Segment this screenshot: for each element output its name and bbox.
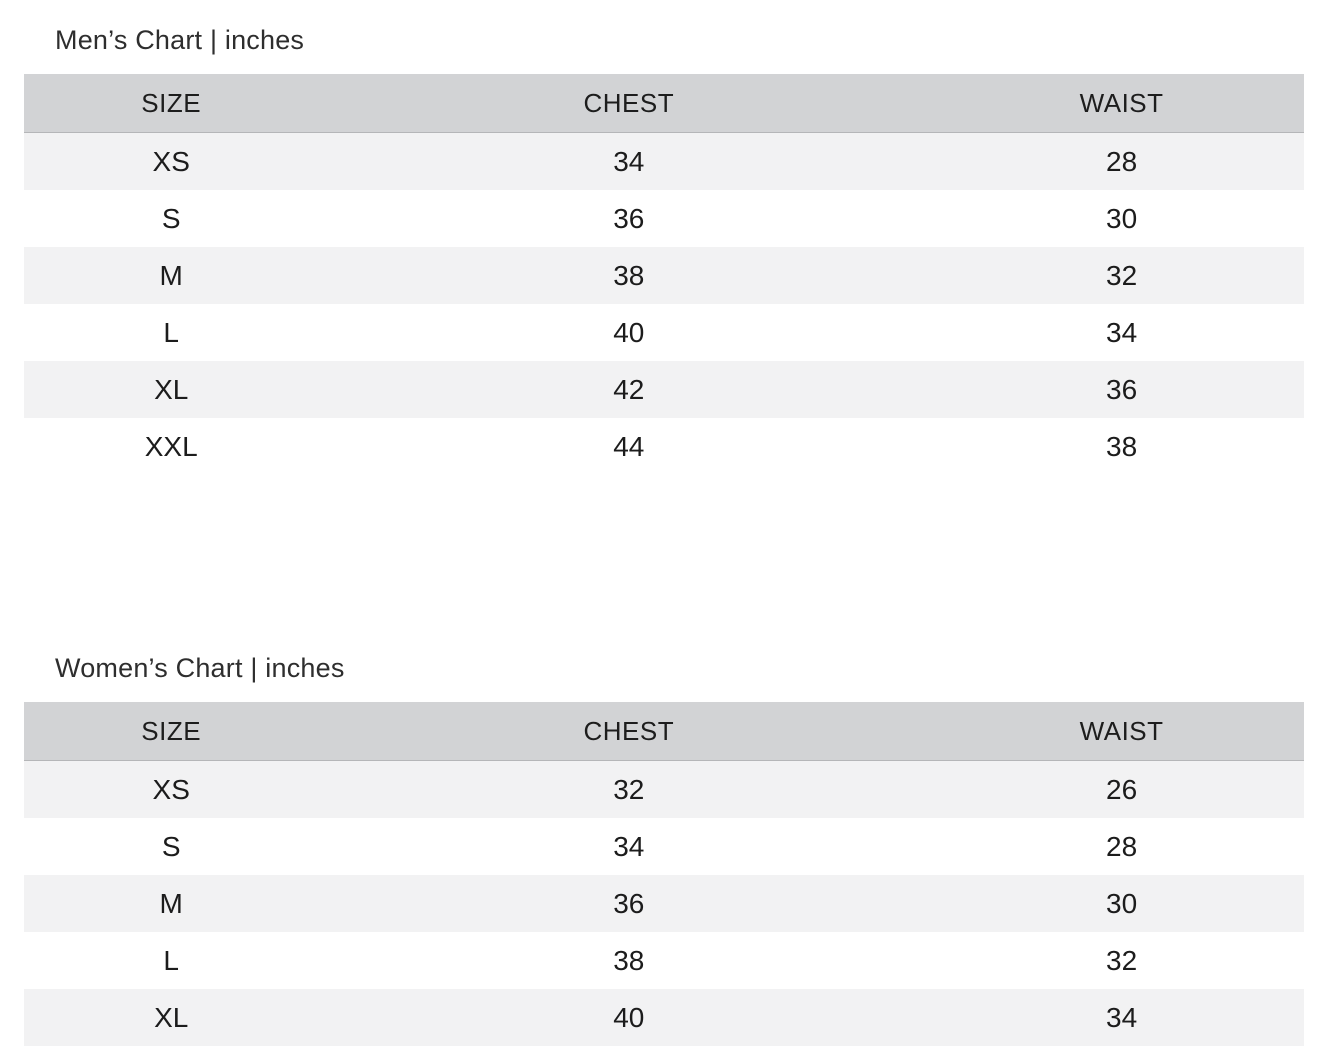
- waist-cell: 32: [939, 932, 1304, 989]
- table-row: XS 34 28: [24, 132, 1304, 190]
- chest-cell: 34: [318, 132, 940, 190]
- column-header-chest: CHEST: [318, 74, 940, 133]
- table-row: XS 32 26: [24, 760, 1304, 818]
- table-row: S 34 28: [24, 818, 1304, 875]
- womens-size-chart-table: SIZE CHEST WAIST XS 32 26 S 34 28 M 36 30 L 38 32 XL 40 3…: [24, 702, 1304, 1046]
- column-header-waist: WAIST: [939, 74, 1304, 133]
- womens-chart-title: Women’s Chart | inches: [55, 653, 345, 683]
- waist-cell: 30: [939, 190, 1304, 247]
- size-cell: L: [24, 304, 319, 361]
- chest-cell: 40: [318, 304, 940, 361]
- chest-cell: 32: [318, 760, 940, 818]
- table-row: M 38 32: [24, 247, 1304, 304]
- size-cell: XL: [24, 361, 319, 418]
- chest-cell: 36: [318, 190, 940, 247]
- chest-cell: 40: [318, 989, 940, 1046]
- waist-cell: 30: [939, 875, 1304, 932]
- column-header-waist: WAIST: [939, 702, 1304, 761]
- size-cell: XS: [24, 760, 319, 818]
- mens-chart-section: Men’s Chart | inches SIZE CHEST WAIST XS 34 2…: [0, 0, 1330, 475]
- column-header-chest: CHEST: [318, 702, 940, 761]
- womens-chart-section: Women’s Chart | inches SIZE CHEST WAIST XS 3…: [0, 655, 1330, 1046]
- chest-cell: 38: [318, 932, 940, 989]
- waist-cell: 28: [939, 132, 1304, 190]
- mens-size-chart-table: SIZE CHEST WAIST XS 34 28 S 36 30 M 38 32 L 40 34 XL 42 3…: [24, 74, 1304, 475]
- waist-cell: 26: [939, 760, 1304, 818]
- chest-cell: 38: [318, 247, 940, 304]
- chest-cell: 34: [318, 818, 940, 875]
- size-cell: S: [24, 190, 319, 247]
- table-row: XL 42 36: [24, 361, 1304, 418]
- size-cell: M: [24, 247, 319, 304]
- size-cell: XS: [24, 132, 319, 190]
- column-header-size: SIZE: [24, 74, 319, 133]
- table-row: XXL 44 38: [24, 418, 1304, 475]
- table-row: S 36 30: [24, 190, 1304, 247]
- waist-cell: 34: [939, 989, 1304, 1046]
- size-cell: XXL: [24, 418, 319, 475]
- chest-cell: 44: [318, 418, 940, 475]
- header-row: SIZE CHEST WAIST: [24, 74, 1304, 133]
- table-row: L 40 34: [24, 304, 1304, 361]
- waist-cell: 36: [939, 361, 1304, 418]
- table-row: XL 40 34: [24, 989, 1304, 1046]
- table-row: M 36 30: [24, 875, 1304, 932]
- waist-cell: 28: [939, 818, 1304, 875]
- waist-cell: 34: [939, 304, 1304, 361]
- header-row: SIZE CHEST WAIST: [24, 702, 1304, 761]
- chest-cell: 36: [318, 875, 940, 932]
- waist-cell: 32: [939, 247, 1304, 304]
- size-cell: L: [24, 932, 319, 989]
- column-header-size: SIZE: [24, 702, 319, 761]
- size-cell: M: [24, 875, 319, 932]
- waist-cell: 38: [939, 418, 1304, 475]
- table-row: L 38 32: [24, 932, 1304, 989]
- mens-chart-title: Men’s Chart | inches: [55, 25, 305, 55]
- size-cell: XL: [24, 989, 319, 1046]
- size-cell: S: [24, 818, 319, 875]
- chest-cell: 42: [318, 361, 940, 418]
